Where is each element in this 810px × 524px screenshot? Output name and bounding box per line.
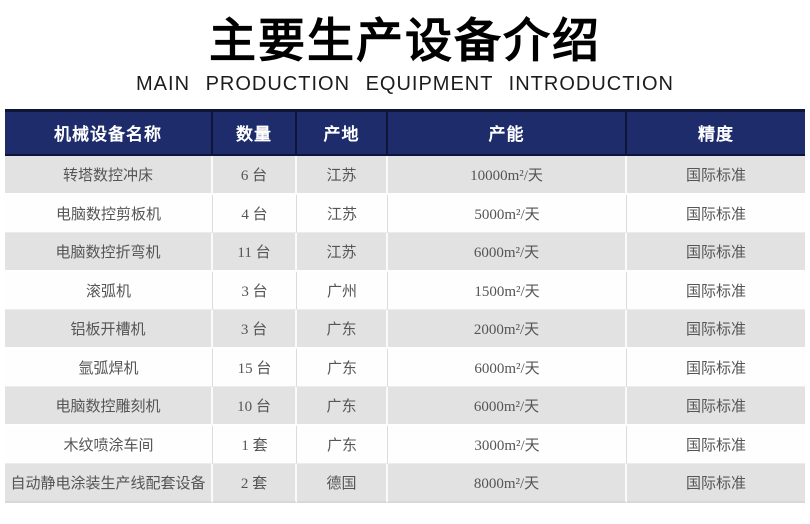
- cell-equipment-name: 铝板开槽机: [5, 309, 213, 349]
- table-row: 木纹喷涂车间 1 套 广东 3000m²/天 国际标准: [5, 425, 805, 464]
- cell-capacity: 10000m²/天: [388, 155, 627, 195]
- cell-capacity: 2000m²/天: [388, 309, 627, 349]
- table-row: 铝板开槽机 3 台 广东 2000m²/天 国际标准: [5, 309, 805, 349]
- cell-equipment-name: 自动静电涂装生产线配套设备: [5, 463, 213, 503]
- table-row: 电脑数控雕刻机 10 台 广东 6000m²/天 国际标准: [5, 386, 805, 426]
- table-row: 自动静电涂装生产线配套设备 2 套 德国 8000m²/天 国际标准: [5, 463, 805, 503]
- cell-origin: 广东: [297, 309, 388, 349]
- cell-equipment-name: 电脑数控雕刻机: [5, 386, 213, 426]
- cell-origin: 江苏: [297, 194, 388, 233]
- cell-quantity: 15 台: [213, 348, 297, 387]
- cell-precision: 国际标准: [627, 386, 805, 426]
- cell-capacity: 6000m²/天: [388, 348, 627, 387]
- cell-equipment-name: 电脑数控剪板机: [5, 194, 213, 233]
- cell-origin: 广东: [297, 425, 388, 464]
- column-header-quantity: 数量: [213, 108, 297, 156]
- cell-origin: 广东: [297, 386, 388, 426]
- cell-quantity: 6 台: [213, 155, 297, 195]
- column-header-precision: 精度: [627, 108, 805, 156]
- cell-precision: 国际标准: [627, 463, 805, 503]
- page-title: 主要生产设备介绍: [209, 14, 601, 67]
- cell-origin: 江苏: [297, 155, 388, 195]
- cell-equipment-name: 氩弧焊机: [5, 348, 213, 387]
- cell-equipment-name: 电脑数控折弯机: [5, 232, 213, 272]
- table-row: 电脑数控折弯机 11 台 江苏 6000m²/天 国际标准: [5, 232, 805, 272]
- cell-capacity: 8000m²/天: [388, 463, 627, 503]
- table-row: 电脑数控剪板机 4 台 江苏 5000m²/天 国际标准: [5, 194, 805, 233]
- cell-quantity: 3 台: [213, 271, 297, 310]
- cell-quantity: 10 台: [213, 386, 297, 426]
- column-header-capacity: 产能: [388, 108, 627, 156]
- cell-equipment-name: 转塔数控冲床: [5, 155, 213, 195]
- cell-equipment-name: 木纹喷涂车间: [5, 425, 213, 464]
- cell-quantity: 4 台: [213, 194, 297, 233]
- column-header-equipment-name: 机械设备名称: [5, 108, 213, 156]
- table-header-row: 机械设备名称 数量 产地 产能 精度: [5, 108, 805, 156]
- cell-precision: 国际标准: [627, 309, 805, 349]
- cell-origin: 广东: [297, 348, 388, 387]
- cell-capacity: 6000m²/天: [388, 386, 627, 426]
- cell-capacity: 5000m²/天: [388, 194, 627, 233]
- cell-quantity: 1 套: [213, 425, 297, 464]
- cell-capacity: 6000m²/天: [388, 232, 627, 272]
- cell-capacity: 1500m²/天: [388, 271, 627, 310]
- cell-precision: 国际标准: [627, 348, 805, 387]
- cell-precision: 国际标准: [627, 425, 805, 464]
- equipment-table: 机械设备名称 数量 产地 产能 精度 转塔数控冲床 6 台 江苏 10000m²…: [5, 108, 805, 503]
- table-row: 转塔数控冲床 6 台 江苏 10000m²/天 国际标准: [5, 155, 805, 195]
- cell-precision: 国际标准: [627, 271, 805, 310]
- cell-precision: 国际标准: [627, 232, 805, 272]
- table-row: 滚弧机 3 台 广州 1500m²/天 国际标准: [5, 271, 805, 310]
- column-header-origin: 产地: [297, 108, 388, 156]
- cell-precision: 国际标准: [627, 155, 805, 195]
- cell-quantity: 3 台: [213, 309, 297, 349]
- cell-capacity: 3000m²/天: [388, 425, 627, 464]
- cell-quantity: 2 套: [213, 463, 297, 503]
- cell-equipment-name: 滚弧机: [5, 271, 213, 310]
- page-subtitle: MAIN PRODUCTION EQUIPMENT INTRODUCTION: [136, 72, 674, 95]
- cell-quantity: 11 台: [213, 232, 297, 272]
- table-row: 氩弧焊机 15 台 广东 6000m²/天 国际标准: [5, 348, 805, 387]
- cell-origin: 广州: [297, 271, 388, 310]
- cell-precision: 国际标准: [627, 194, 805, 233]
- cell-origin: 德国: [297, 463, 388, 503]
- cell-origin: 江苏: [297, 232, 388, 272]
